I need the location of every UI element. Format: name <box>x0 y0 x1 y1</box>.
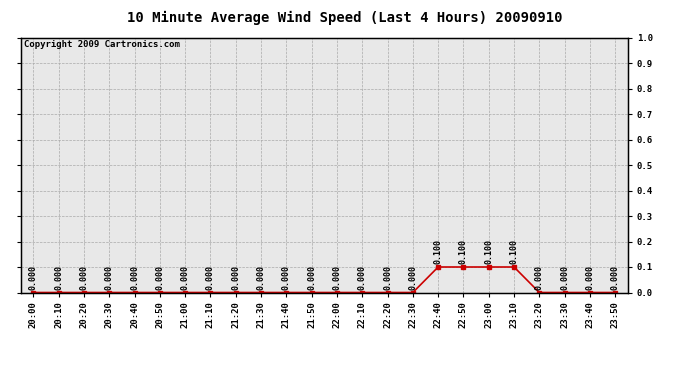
Text: 0.000: 0.000 <box>282 265 291 290</box>
Text: 0.000: 0.000 <box>257 265 266 290</box>
Text: 0.000: 0.000 <box>611 265 620 290</box>
Text: 0.000: 0.000 <box>535 265 544 290</box>
Text: 0.000: 0.000 <box>231 265 240 290</box>
Text: 10 Minute Average Wind Speed (Last 4 Hours) 20090910: 10 Minute Average Wind Speed (Last 4 Hou… <box>127 11 563 26</box>
Text: 0.100: 0.100 <box>484 239 493 264</box>
Text: 0.100: 0.100 <box>509 239 519 264</box>
Text: 0.100: 0.100 <box>459 239 468 264</box>
Text: 0.000: 0.000 <box>54 265 63 290</box>
Text: 0.000: 0.000 <box>130 265 139 290</box>
Text: 0.000: 0.000 <box>29 265 38 290</box>
Text: 0.000: 0.000 <box>79 265 88 290</box>
Text: Copyright 2009 Cartronics.com: Copyright 2009 Cartronics.com <box>23 40 179 49</box>
Text: 0.000: 0.000 <box>181 265 190 290</box>
Text: 0.000: 0.000 <box>383 265 392 290</box>
Text: 0.000: 0.000 <box>307 265 316 290</box>
Text: 0.000: 0.000 <box>408 265 417 290</box>
Text: 0.000: 0.000 <box>333 265 342 290</box>
Text: 0.000: 0.000 <box>357 265 367 290</box>
Text: 0.000: 0.000 <box>560 265 569 290</box>
Text: 0.000: 0.000 <box>585 265 595 290</box>
Text: 0.000: 0.000 <box>206 265 215 290</box>
Text: 0.100: 0.100 <box>433 239 443 264</box>
Text: 0.000: 0.000 <box>105 265 114 290</box>
Text: 0.000: 0.000 <box>155 265 164 290</box>
